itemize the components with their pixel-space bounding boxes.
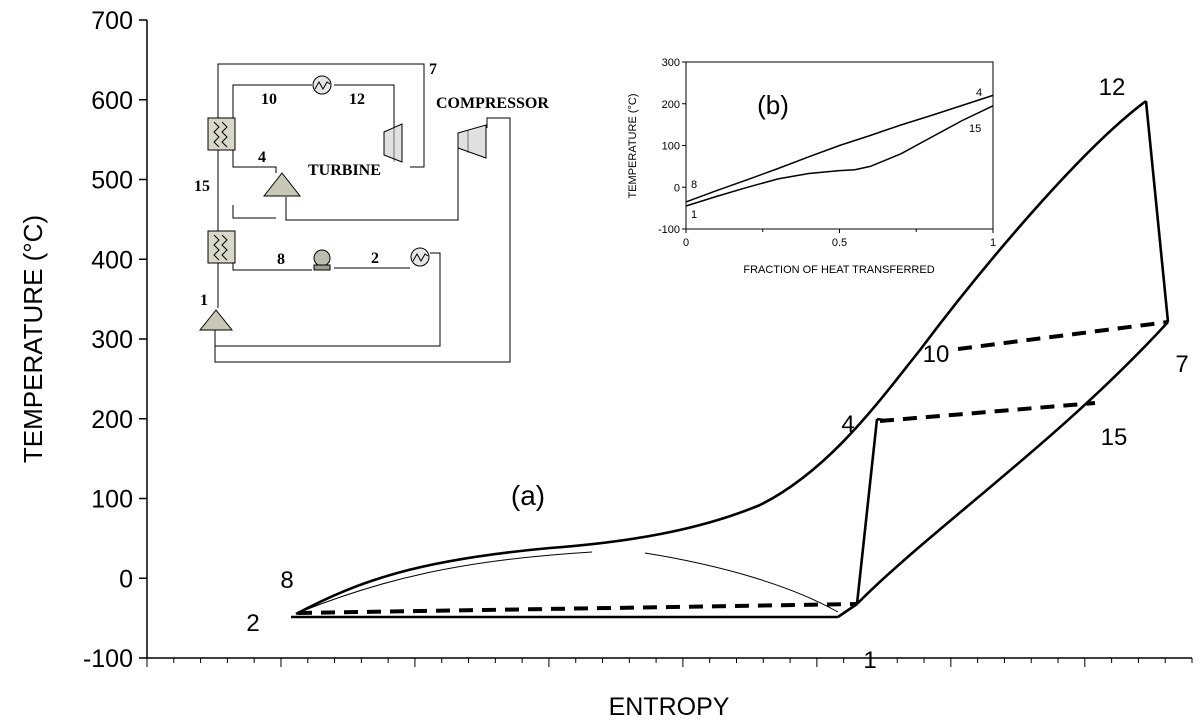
- inset-x-tick-label: 1: [990, 237, 996, 249]
- pump-icon: [313, 249, 331, 271]
- pipe-outer-loop-top: [217, 63, 425, 168]
- pipe-split-to-hx2: [232, 205, 276, 219]
- state-label-4: 4: [841, 411, 854, 438]
- dashed-line-10-to-7: [957, 320, 1169, 351]
- pipe-hx2-to-pump: [232, 233, 312, 271]
- pipe-10-to-heater: [232, 84, 312, 118]
- inset-series-label-15: 15: [969, 123, 981, 135]
- schem-label-compressor: COMPRESSOR: [436, 95, 549, 112]
- inset-series-label-4: 4: [976, 87, 982, 99]
- main-panel-label: (a): [511, 480, 545, 511]
- main-y-tick-label: 400: [91, 246, 133, 274]
- state-label-7: 7: [1175, 351, 1188, 378]
- schem-label-12: 12: [349, 91, 365, 108]
- schem-label-2: 2: [371, 250, 379, 267]
- inset-x-tick-label: 0: [683, 237, 689, 249]
- state-label-8: 8: [280, 567, 293, 594]
- schematic-labels: 15 4 8 1 10 12 7 2 TURBINE COMPRESSOR: [194, 61, 549, 309]
- main-y-axis-title: TEMPERATURE (°C): [18, 215, 48, 463]
- inset-y-ticks: 300 200 100 0 -100: [658, 57, 686, 236]
- schem-label-4: 4: [258, 149, 266, 166]
- inset-series-label-8: 8: [691, 179, 697, 191]
- state-label-12: 12: [1099, 74, 1126, 101]
- schem-label-15: 15: [194, 178, 210, 195]
- inset-y-tick-label: 0: [674, 182, 680, 194]
- inset-series-line-1-to-15: [685, 105, 994, 207]
- main-y-tick-label: 100: [91, 486, 133, 514]
- dashed-line-4-to-15: [879, 401, 1096, 423]
- main-y-tick-label: -100: [83, 645, 133, 673]
- pipe-hx1-to-4: [232, 150, 277, 173]
- state-label-10: 10: [923, 341, 950, 368]
- schem-label-10: 10: [261, 91, 277, 108]
- schem-label-7: 7: [429, 61, 437, 78]
- main-y-tick-label: 500: [91, 167, 133, 195]
- dashed-line-8-to-1: [297, 602, 858, 615]
- inset-y-tick-label: 200: [662, 99, 680, 111]
- main-x-axis-title: ENTROPY: [609, 693, 730, 721]
- inset-series-line-8-to-4: [685, 94, 994, 203]
- schem-label-1: 1: [200, 292, 208, 309]
- thin-curve-upper-left: [299, 551, 593, 613]
- inset-y-axis-title: TEMPERATURE (°C): [627, 93, 639, 198]
- schem-label-turbine: TURBINE: [308, 162, 381, 179]
- curve-1-to-7-lower: [856, 321, 1169, 605]
- state-label-1: 1: [863, 647, 876, 674]
- mixer-lower-icon: [198, 309, 234, 331]
- compressor-icon: [457, 124, 487, 159]
- thin-curve-right-dome: [644, 552, 839, 613]
- inset-series-label-1: 1: [691, 209, 697, 221]
- line-1-to-base: [837, 602, 858, 619]
- pipe-heater-to-turbine: [334, 84, 395, 140]
- state-label-15: 15: [1101, 424, 1128, 451]
- turbine-icon: [383, 123, 403, 163]
- inset-x-axis-title: FRACTION OF HEAT TRANSFERRED: [743, 264, 934, 276]
- pipe-cooler-to-splitter: [214, 252, 441, 347]
- inset-y-tick-label: 300: [662, 57, 680, 69]
- line-1-to-4: [855, 418, 879, 605]
- main-y-tick-label: 600: [91, 87, 133, 115]
- inset-x-ticks: 0 0.5 1: [683, 229, 996, 249]
- inset-y-tick-label: -100: [658, 224, 680, 236]
- curve-2-to-12-saturation: [295, 99, 1147, 616]
- main-y-tick-label: 300: [91, 326, 133, 354]
- main-x-ticks: [146, 658, 1193, 667]
- pipe-compressor-out: [285, 148, 459, 221]
- main-y-tick-label: 0: [119, 565, 133, 593]
- main-y-tick-label: 200: [91, 406, 133, 434]
- main-y-ticks: 700 600 500 400 300 200 100 0 -100: [83, 7, 147, 673]
- process-schematic: [198, 63, 511, 363]
- pipe-compressor-in: [214, 117, 511, 363]
- inset-series: [685, 94, 994, 207]
- heat-exchanger-upper-icon: [207, 117, 236, 151]
- line-12-to-7: [1144, 100, 1170, 323]
- inset-panel-label: (b): [757, 90, 789, 120]
- inset-x-tick-label: 0.5: [832, 237, 847, 249]
- state-label-2: 2: [246, 610, 259, 637]
- cooler-icon: [410, 247, 430, 267]
- heater-icon: [312, 75, 332, 95]
- schem-label-8: 8: [277, 251, 285, 268]
- main-y-tick-label: 700: [91, 7, 133, 35]
- heat-exchanger-lower-icon: [207, 230, 236, 264]
- inset-y-tick-label: 100: [662, 141, 680, 153]
- mixer-upper-icon: [262, 172, 302, 197]
